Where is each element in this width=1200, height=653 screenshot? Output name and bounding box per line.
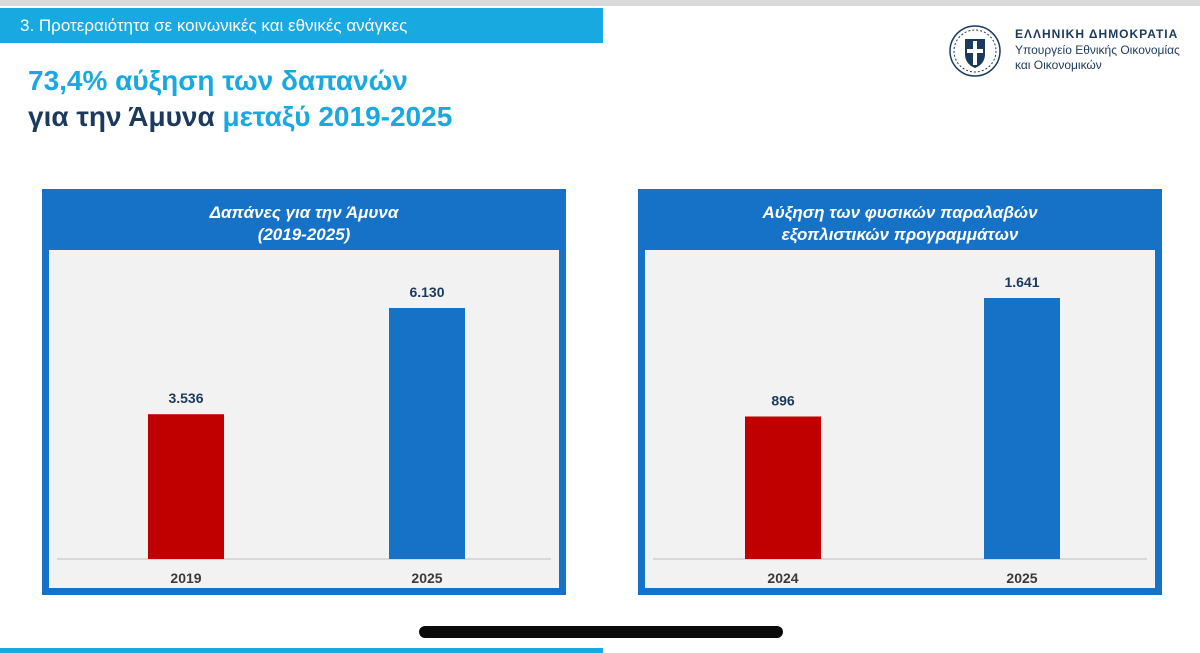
bar-2019 — [148, 414, 224, 559]
brand-subtitle: Υπουργείο Εθνικής Οικονομίας και Οικονομ… — [1015, 43, 1180, 73]
top-divider — [0, 0, 1200, 6]
procurement-panel: Αύξηση των φυσικών παραλαβών εξοπλιστικώ… — [638, 189, 1162, 595]
bar-value-label: 1.641 — [1004, 274, 1039, 290]
chart-title: Δαπάνες για την Άμυνα — [209, 203, 399, 222]
x-tick-label: 2024 — [767, 570, 798, 586]
chart-subtitle: εξοπλιστικών προγραμμάτων — [781, 225, 1019, 244]
procurement-header: Αύξηση των φυσικών παραλαβών εξοπλιστικώ… — [645, 196, 1155, 250]
bottom-accent-bar — [0, 648, 603, 653]
bar-value-label: 896 — [771, 392, 795, 408]
chart-title: Αύξηση των φυσικών παραλαβών — [762, 203, 1038, 222]
ministry-brand: ΕΛΛΗΝΙΚΗ ΔΗΜΟΚΡΑΤΙΑ Υπουργείο Εθνικής Οι… — [948, 24, 1188, 80]
headline: 73,4% αύξηση των δαπανών για την Άμυνα μ… — [28, 63, 452, 135]
bar-2025 — [389, 308, 465, 559]
procurement-chart: 896 2024 1.641 2025 — [653, 274, 1147, 586]
x-tick-label: 2025 — [411, 570, 442, 586]
defense-spending-chart: 3.536 2019 6.130 2025 — [57, 284, 551, 586]
bar-2025 — [984, 298, 1060, 559]
brand-subtitle-line-1: Υπουργείο Εθνικής Οικονομίας — [1015, 43, 1180, 57]
home-indicator[interactable] — [419, 626, 783, 638]
procurement-plot: 896 2024 1.641 2025 — [645, 250, 1155, 588]
defense-spending-plot: 3.536 2019 6.130 2025 — [49, 250, 559, 588]
chart-subtitle: (2019-2025) — [257, 225, 351, 244]
bar-value-label: 3.536 — [168, 390, 203, 406]
bar-value-label: 6.130 — [409, 284, 444, 300]
bar-2024 — [745, 416, 821, 559]
x-tick-label: 2025 — [1006, 570, 1037, 586]
brand-subtitle-line-2: και Οικονομικών — [1015, 58, 1102, 72]
defense-spending-panel: Δαπάνες για την Άμυνα (2019-2025) 3.536 2… — [42, 189, 566, 595]
headline-line-2-blue: μεταξύ 2019-2025 — [222, 101, 453, 132]
headline-line-2-dark: για την Άμυνα — [28, 101, 223, 132]
x-tick-label: 2019 — [170, 570, 201, 586]
brand-title: ΕΛΛΗΝΙΚΗ ΔΗΜΟΚΡΑΤΙΑ — [1015, 27, 1179, 41]
section-label: 3. Προτεραιότητα σε κοινωνικές και εθνικ… — [0, 8, 603, 43]
headline-line-2: για την Άμυνα μεταξύ 2019-2025 — [28, 99, 452, 135]
greek-coat-of-arms-icon — [949, 25, 1001, 77]
defense-spending-header: Δαπάνες για την Άμυνα (2019-2025) — [49, 196, 559, 250]
headline-line-1: 73,4% αύξηση των δαπανών — [28, 65, 408, 96]
